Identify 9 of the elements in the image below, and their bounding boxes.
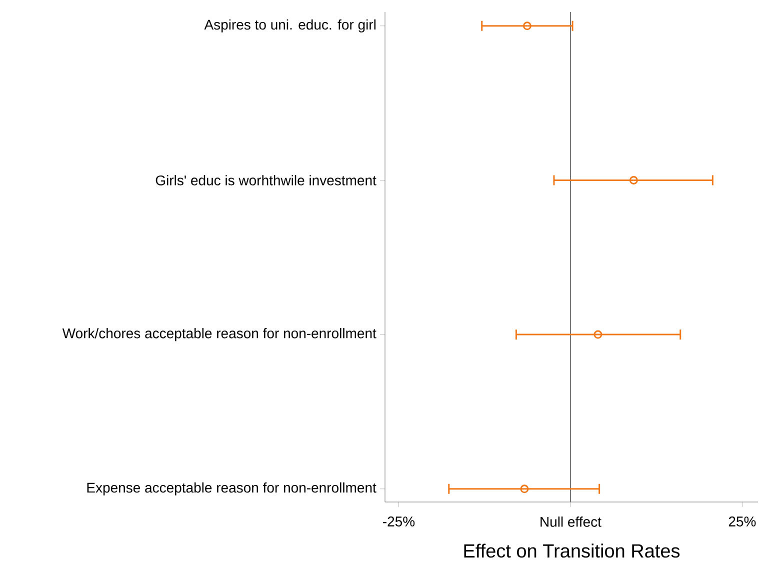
point [629, 176, 638, 184]
x-axis-title: Effect on Transition Rates [464, 544, 680, 558]
y-tick-label: Aspires to uni. educ. for girl [204, 19, 376, 32]
y-tick-label: Girls' educ is worhthwile investment [156, 175, 376, 186]
x-tick-label: 25% [728, 516, 756, 526]
x-tick-label: -25% [383, 516, 415, 526]
y-tick-label: Expense acceptable reason for non-enrollment [87, 482, 376, 496]
y-tick-label: Work/chores acceptable reason for non-enrollment [62, 328, 376, 342]
x-tick-label: Null effect [540, 516, 602, 527]
